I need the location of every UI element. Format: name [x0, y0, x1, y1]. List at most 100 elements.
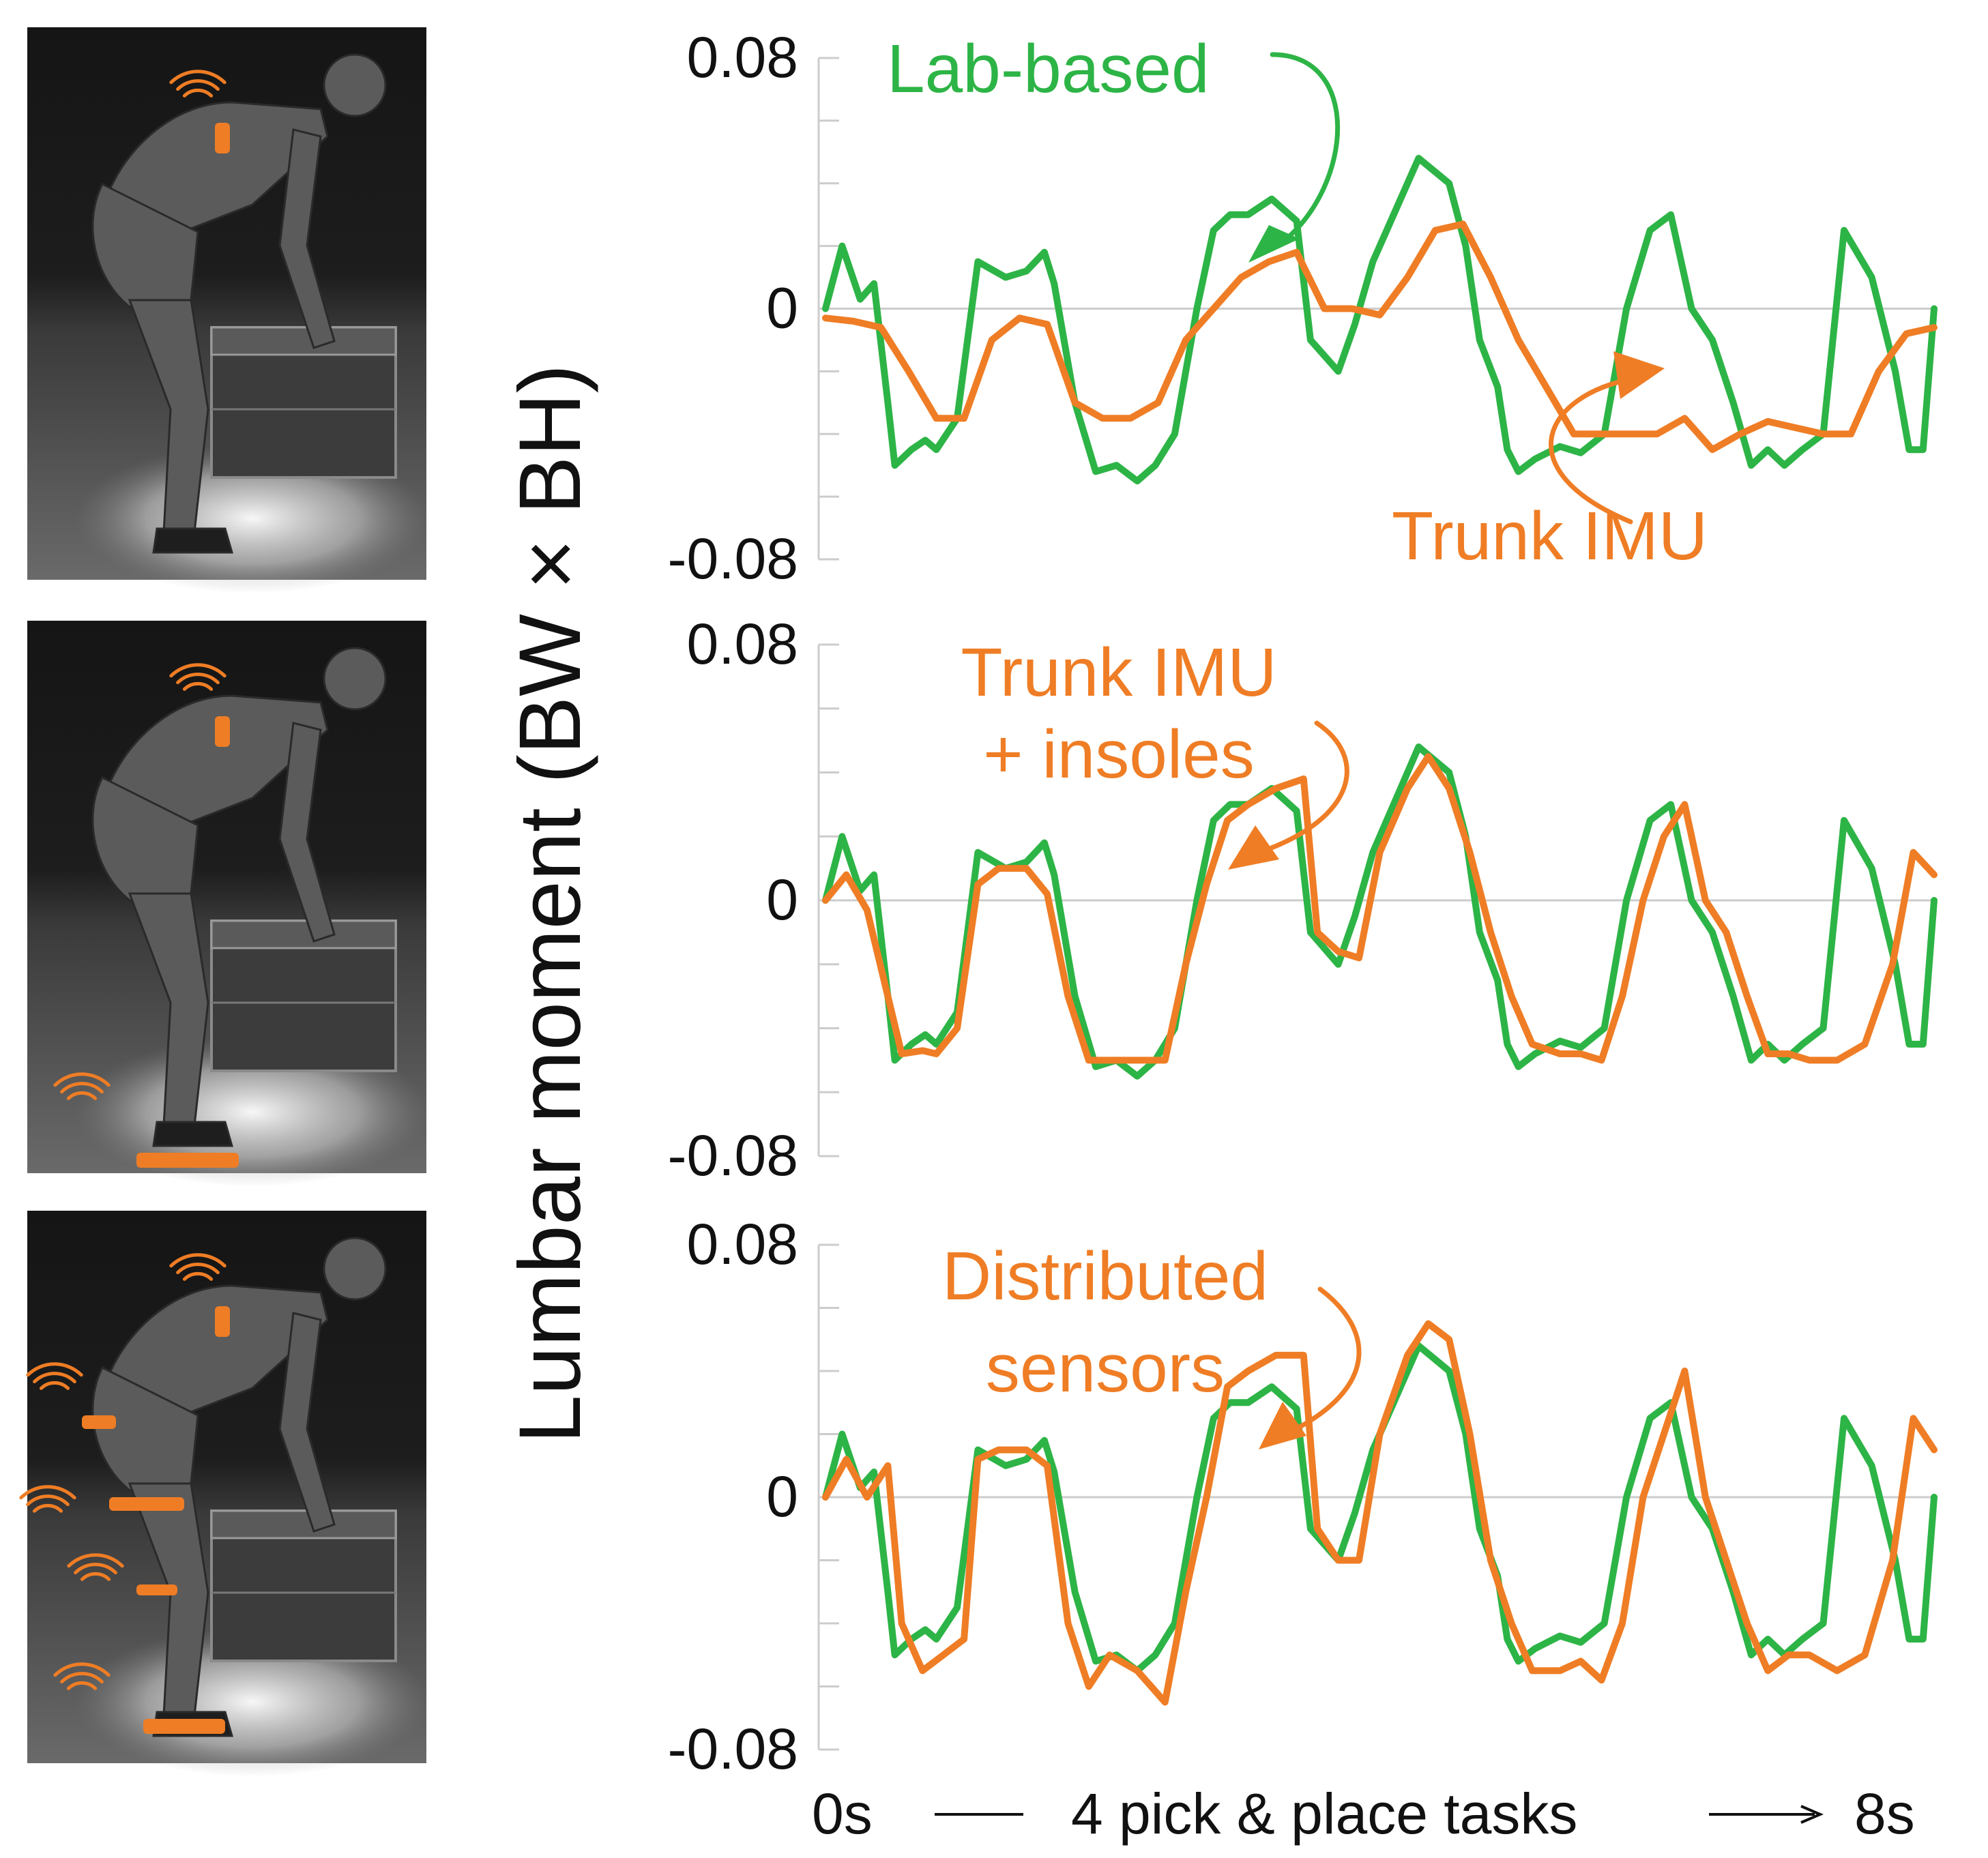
sensor-trunk: [169, 663, 230, 747]
sensor-thigh: [19, 1485, 184, 1513]
annotation-arrowhead: [1248, 225, 1300, 263]
sensor-signal-icon: [26, 1494, 70, 1507]
series-annotation-label: Lab-based: [887, 31, 1210, 107]
x-middle-label: 4 pick & place tasks: [1071, 1782, 1577, 1846]
y-tick-label: 0.08: [687, 612, 799, 676]
floor-light: [75, 1627, 430, 1777]
y-tick-label: 0.08: [687, 25, 799, 89]
y-tick-label: -0.08: [668, 527, 798, 591]
sensor-foot: [53, 1662, 225, 1734]
photo-trunk-imu-insoles: [27, 621, 430, 1187]
x-axis-labels: 0s 4 pick & place tasks 8s: [812, 1782, 1915, 1846]
photo-column: [19, 27, 430, 1777]
sensor-trunk: [169, 1253, 230, 1337]
y-tick-label: 0.08: [687, 1212, 799, 1276]
sensor-signal-icon: [176, 673, 220, 685]
sensor-signal-icon: [176, 79, 220, 91]
y-tick-label: 0: [766, 868, 798, 932]
person-hips: [91, 776, 199, 902]
sensor-signal-icon: [53, 1072, 111, 1087]
annotation-arrow: [1287, 1286, 1362, 1435]
sensor-signal-icon: [169, 1253, 226, 1268]
sensor-signal-icon: [39, 1381, 70, 1390]
photo-trunk-imu: [27, 27, 430, 593]
sensor-signal-icon: [26, 1362, 83, 1377]
sensor-signal-icon: [67, 1553, 124, 1568]
person-shoes: [152, 1121, 233, 1147]
person-head: [323, 647, 387, 711]
series-line-distributed-sensors: [822, 1320, 1938, 1706]
annotation-arrowhead: [1613, 351, 1665, 399]
box-icon: [210, 1509, 397, 1662]
sensor-signal-icon: [32, 1503, 63, 1513]
person-figure: [91, 647, 387, 1147]
sensor-shank: [67, 1553, 177, 1595]
sensor-signal-icon: [169, 663, 226, 678]
floor-light: [75, 1037, 430, 1187]
annotation-arrowhead: [1228, 825, 1279, 870]
sensor-signal-icon: [80, 1572, 111, 1581]
series-annotation-label: + insoles: [983, 716, 1254, 793]
x-start-label: 0s: [812, 1782, 873, 1846]
sensor-pelvis: [26, 1362, 116, 1429]
person-hips: [91, 182, 199, 308]
series-line-lab-based: [822, 155, 1938, 485]
x-end-label: 8s: [1854, 1782, 1915, 1846]
box-icon: [210, 326, 397, 479]
annotation-arrow: [1270, 52, 1341, 245]
series-annotation-label: sensors: [986, 1330, 1225, 1406]
series-annotation-label: Trunk IMU: [1392, 498, 1708, 574]
sensor-signal-icon: [182, 88, 214, 98]
sensor-unit-icon: [215, 716, 230, 747]
x-axis-arrow-head: [1800, 1805, 1824, 1824]
series-annotation-label: Trunk IMU: [961, 634, 1277, 711]
person-arm: [278, 1312, 336, 1533]
y-axis-label: Lumbar moment (BW × BH): [501, 364, 599, 1444]
sensor-unit-icon: [109, 1497, 184, 1511]
person-head: [323, 53, 387, 117]
y-tick-label: -0.08: [668, 1717, 798, 1781]
sensor-signal-icon: [74, 1563, 117, 1575]
sensor-signal-icon: [176, 1263, 220, 1275]
box-icon: [210, 919, 397, 1072]
sensor-signal-icon: [33, 1372, 76, 1384]
sensor-signal-icon: [66, 1681, 98, 1690]
person-shoes: [152, 527, 233, 554]
sensor-unit-icon: [136, 1584, 177, 1595]
person-arm: [278, 128, 336, 349]
sensor-signal-icon: [60, 1082, 104, 1094]
series-line-lab-based: [822, 743, 1938, 1080]
person-figure: [91, 53, 387, 554]
sensor-insoles: [53, 1072, 239, 1168]
series-annotation-label: Distributed: [942, 1238, 1268, 1314]
chart-panels: 0.08 0 -0.08 Lab-based Trunk IMU 0.08 0 -0.08 Tr…: [668, 25, 1938, 1781]
sensor-signal-icon: [60, 1672, 104, 1684]
annotation-arrowhead: [1259, 1402, 1306, 1449]
box-lid: [210, 326, 397, 356]
chart-panel-distributed-sensors: 0.08 0 -0.08 Distributed sensors: [668, 1212, 1938, 1781]
annotation-arrow: [1256, 720, 1349, 855]
sensor-unit-icon: [143, 1719, 225, 1734]
chart-panel-trunk-imu: 0.08 0 -0.08 Lab-based Trunk IMU: [668, 25, 1938, 591]
person-hips: [91, 1366, 199, 1492]
floor-light: [75, 443, 430, 593]
sensor-signal-icon: [19, 1485, 76, 1500]
sensor-unit-icon: [136, 1153, 239, 1168]
box-lid: [210, 919, 397, 949]
box-lid: [210, 1509, 397, 1539]
photo-distributed-sensors: [19, 1211, 430, 1777]
sensor-signal-icon: [53, 1662, 111, 1677]
person-arm: [278, 722, 336, 943]
y-tick-label: -0.08: [668, 1123, 798, 1188]
y-tick-label: 0: [766, 276, 798, 340]
y-tick-label: 0: [766, 1464, 798, 1529]
sensor-unit-icon: [215, 123, 230, 153]
sensor-signal-icon: [182, 681, 214, 691]
annotation-arrow: [1549, 376, 1637, 525]
sensor-unit-icon: [82, 1415, 116, 1429]
sensor-signal-icon: [182, 1271, 214, 1281]
sensor-unit-icon: [215, 1306, 230, 1337]
chart-panel-trunk-imu-insoles: 0.08 0 -0.08 Trunk IMU+ insoles: [668, 612, 1938, 1188]
sensor-signal-icon: [66, 1091, 98, 1100]
